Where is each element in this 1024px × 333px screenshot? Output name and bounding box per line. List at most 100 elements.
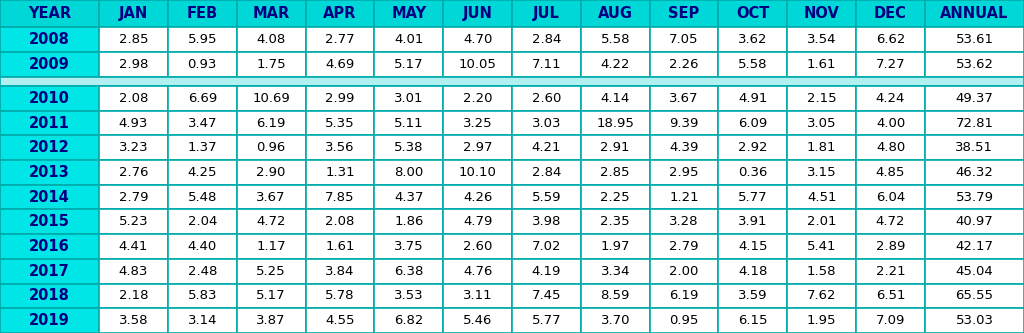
Bar: [168, 111, 237, 136]
Text: 7.85: 7.85: [326, 190, 354, 204]
Bar: [512, 209, 581, 234]
Text: 4.83: 4.83: [119, 265, 148, 278]
Bar: [925, 27, 1024, 52]
Bar: [305, 185, 375, 209]
Text: 3.67: 3.67: [670, 92, 698, 105]
Text: 38.51: 38.51: [955, 141, 993, 154]
Bar: [581, 234, 649, 259]
Text: 65.55: 65.55: [955, 289, 993, 302]
Text: 1.61: 1.61: [326, 240, 354, 253]
Bar: [0, 27, 99, 52]
Text: 2.25: 2.25: [600, 190, 630, 204]
Text: 2008: 2008: [29, 32, 70, 47]
Bar: [649, 0, 719, 27]
Text: SEP: SEP: [669, 6, 699, 21]
Text: 3.34: 3.34: [600, 265, 630, 278]
Text: 3.05: 3.05: [807, 117, 837, 130]
Bar: [0, 136, 99, 160]
Bar: [719, 136, 787, 160]
Text: 5.78: 5.78: [326, 289, 354, 302]
Bar: [237, 111, 305, 136]
Text: 3.28: 3.28: [670, 215, 698, 228]
Text: 40.97: 40.97: [955, 215, 993, 228]
Bar: [787, 160, 856, 185]
Bar: [787, 308, 856, 333]
Bar: [581, 111, 649, 136]
Text: 0.93: 0.93: [187, 58, 217, 71]
Text: 53.61: 53.61: [955, 33, 993, 46]
Text: 3.14: 3.14: [187, 314, 217, 327]
Bar: [99, 185, 168, 209]
Text: 6.69: 6.69: [187, 92, 217, 105]
Bar: [649, 234, 719, 259]
Text: 2.48: 2.48: [187, 265, 217, 278]
Bar: [581, 136, 649, 160]
Text: 2010: 2010: [29, 91, 70, 106]
Bar: [856, 185, 925, 209]
Bar: [168, 259, 237, 284]
Bar: [512, 185, 581, 209]
Bar: [168, 86, 237, 111]
Bar: [512, 259, 581, 284]
Bar: [375, 185, 443, 209]
Text: 5.35: 5.35: [326, 117, 354, 130]
Bar: [856, 136, 925, 160]
Bar: [925, 136, 1024, 160]
Text: 3.11: 3.11: [463, 289, 493, 302]
Bar: [719, 111, 787, 136]
Text: 49.37: 49.37: [955, 92, 993, 105]
Text: 9.39: 9.39: [670, 117, 698, 130]
Text: 5.41: 5.41: [807, 240, 837, 253]
Bar: [237, 209, 305, 234]
Text: ANNUAL: ANNUAL: [940, 6, 1009, 21]
Text: 1.97: 1.97: [600, 240, 630, 253]
Bar: [237, 259, 305, 284]
Text: 5.11: 5.11: [394, 117, 424, 130]
Text: JAN: JAN: [119, 6, 148, 21]
Text: 8.00: 8.00: [394, 166, 423, 179]
Bar: [581, 284, 649, 308]
Bar: [787, 136, 856, 160]
Bar: [649, 160, 719, 185]
Bar: [305, 308, 375, 333]
Bar: [719, 209, 787, 234]
Text: 10.10: 10.10: [459, 166, 497, 179]
Text: 3.67: 3.67: [256, 190, 286, 204]
Bar: [649, 308, 719, 333]
Bar: [375, 52, 443, 77]
Bar: [856, 259, 925, 284]
Text: 10.05: 10.05: [459, 58, 497, 71]
Bar: [856, 234, 925, 259]
Bar: [375, 308, 443, 333]
Text: 3.23: 3.23: [119, 141, 148, 154]
Bar: [237, 160, 305, 185]
Text: 4.37: 4.37: [394, 190, 424, 204]
Text: 3.62: 3.62: [738, 33, 768, 46]
Text: 4.76: 4.76: [463, 265, 493, 278]
Text: 53.79: 53.79: [955, 190, 993, 204]
Text: YEAR: YEAR: [28, 6, 71, 21]
Bar: [512, 160, 581, 185]
Bar: [512, 111, 581, 136]
Text: 2019: 2019: [29, 313, 70, 328]
Bar: [99, 259, 168, 284]
Text: 6.19: 6.19: [670, 289, 698, 302]
Bar: [168, 0, 237, 27]
Text: 3.47: 3.47: [187, 117, 217, 130]
Text: 1.95: 1.95: [807, 314, 837, 327]
Text: 2.98: 2.98: [119, 58, 148, 71]
Text: NOV: NOV: [804, 6, 840, 21]
Bar: [719, 52, 787, 77]
Text: 1.75: 1.75: [256, 58, 286, 71]
Bar: [443, 27, 512, 52]
Text: 7.02: 7.02: [531, 240, 561, 253]
Bar: [0, 234, 99, 259]
Text: 1.31: 1.31: [326, 166, 354, 179]
Text: 6.19: 6.19: [256, 117, 286, 130]
Text: 3.75: 3.75: [394, 240, 424, 253]
Bar: [856, 284, 925, 308]
Text: 3.15: 3.15: [807, 166, 837, 179]
Bar: [375, 0, 443, 27]
Text: 3.54: 3.54: [807, 33, 837, 46]
Text: OCT: OCT: [736, 6, 770, 21]
